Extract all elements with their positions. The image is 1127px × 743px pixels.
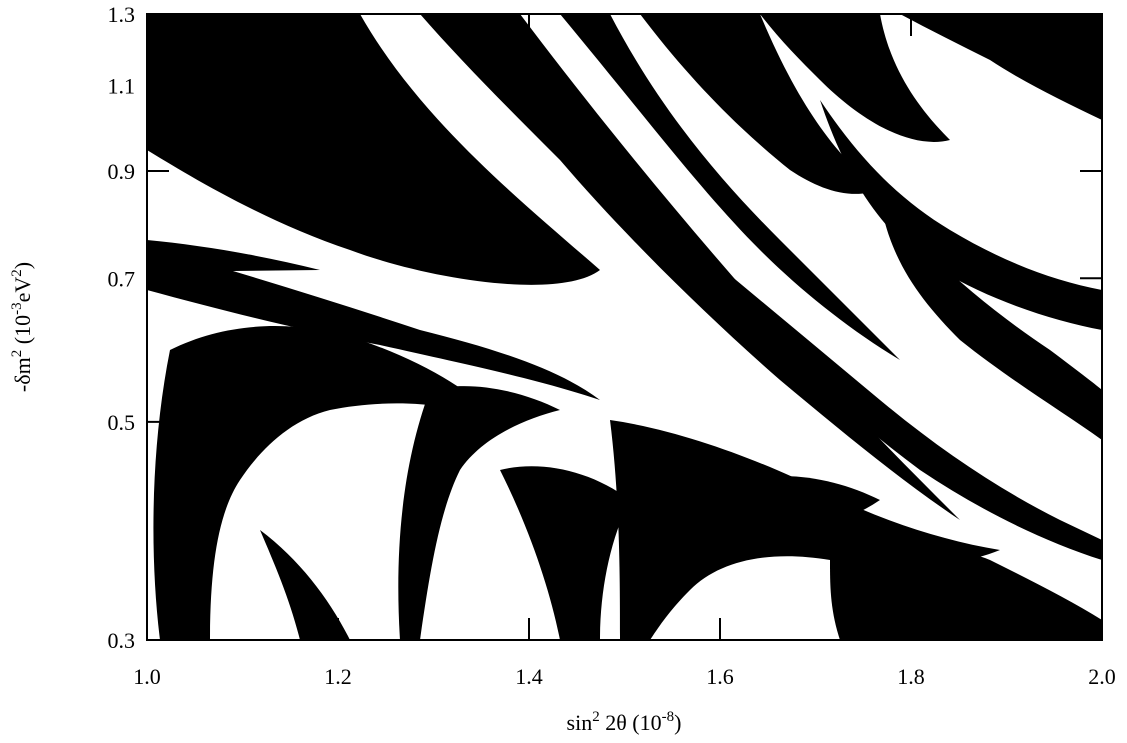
fractal-region-layer (147, 14, 1102, 640)
y-axis-title-part: 2 (9, 350, 25, 358)
dark-region (900, 14, 1102, 120)
dark-region (398, 386, 560, 640)
dark-region (147, 240, 320, 272)
x-tick-label: 1.6 (706, 664, 734, 689)
dark-region (500, 466, 630, 640)
x-axis-title-part: sin (567, 710, 593, 735)
dark-region (760, 14, 950, 142)
dark-region (147, 245, 600, 400)
y-axis: 0.3 0.5 0.7 0.9 1.1 1.3 (108, 2, 1102, 653)
dark-region (700, 250, 1102, 560)
y-axis-title-part: 2 (9, 269, 25, 277)
x-tick-label: 1.8 (897, 664, 925, 689)
x-axis-title-part: -8 (662, 709, 675, 725)
y-axis-title-part: eV (10, 277, 35, 303)
plot-frame (146, 13, 1103, 641)
x-axis-title-part: ) (674, 710, 681, 735)
dark-region (610, 420, 1000, 640)
x-tick-label: 1.4 (515, 664, 543, 689)
y-axis-title-part: (10 (10, 315, 35, 350)
x-axis-title-part: 2 (592, 709, 600, 725)
y-axis-title-part: ) (10, 262, 35, 269)
dark-region (260, 530, 350, 640)
dark-region (560, 14, 900, 360)
y-tick-label: 0.5 (108, 410, 136, 435)
y-tick-label: 0.9 (108, 159, 136, 184)
dark-region (750, 476, 880, 524)
dark-region (880, 200, 1102, 440)
x-axis: 1.0 1.2 1.4 1.6 1.8 2.0 (133, 14, 1116, 689)
dark-region (153, 326, 500, 640)
y-axis-title-part: -δm (10, 357, 35, 392)
dark-region (420, 14, 960, 520)
y-axis-title: -δm2 (10-3eV2) (9, 262, 35, 392)
y-tick-label: 1.1 (108, 73, 136, 98)
dark-region (640, 14, 880, 194)
dark-region (147, 14, 600, 285)
y-axis-title-part: -3 (9, 302, 25, 315)
y-tick-label: 0.7 (108, 266, 136, 291)
x-tick-label: 1.0 (133, 664, 161, 689)
x-axis-title-part: 2θ (10 (600, 710, 662, 735)
x-axis-title: sin2 2θ (10-8) (567, 709, 682, 735)
y-tick-label: 1.3 (108, 2, 136, 27)
x-tick-label: 1.2 (324, 664, 352, 689)
x-tick-label: 2.0 (1088, 664, 1116, 689)
y-tick-label: 0.3 (108, 628, 136, 653)
dark-region (960, 585, 1060, 640)
dark-region (820, 100, 1102, 330)
